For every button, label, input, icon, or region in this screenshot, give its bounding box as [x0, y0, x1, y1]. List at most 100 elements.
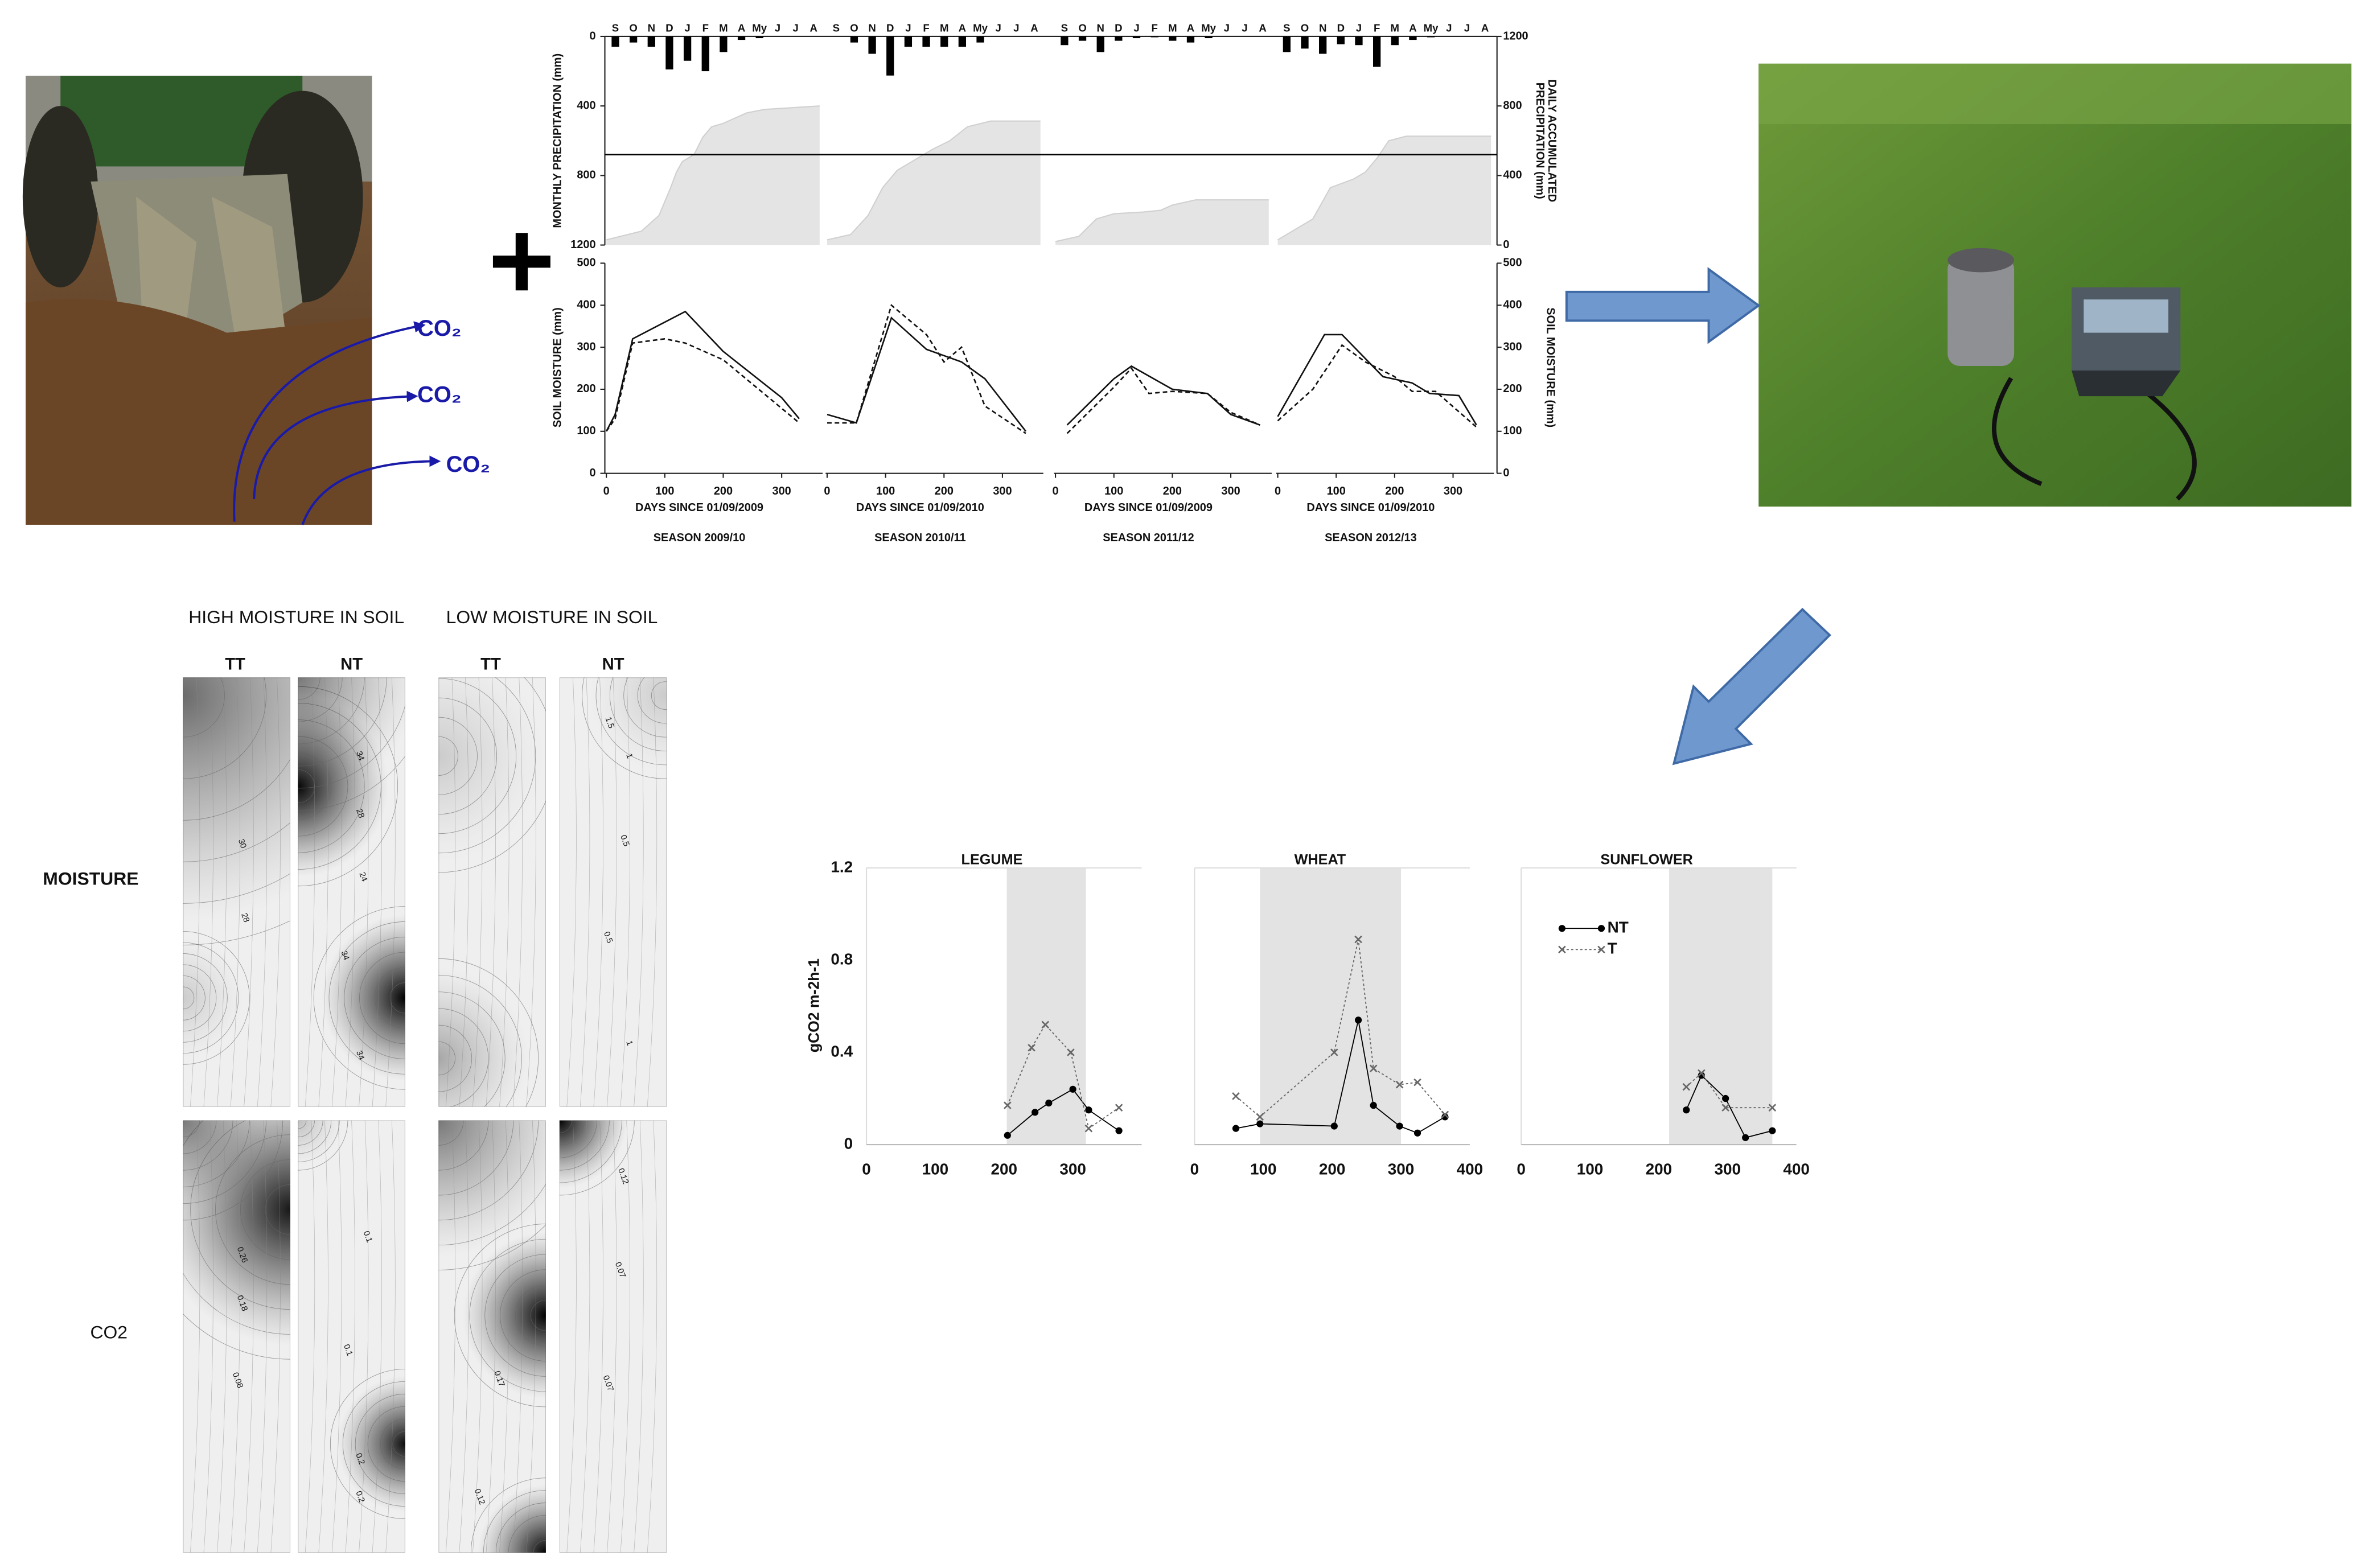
contour-line — [526, 677, 536, 1107]
contour-line — [580, 1120, 590, 1553]
legend-marker — [1558, 925, 1566, 932]
month-label: N — [868, 22, 876, 34]
contour-line — [257, 677, 268, 1107]
precip-bar — [976, 36, 984, 43]
month-label: O — [850, 22, 858, 34]
contour-line — [298, 703, 381, 870]
month-label: M — [1168, 22, 1177, 34]
map-column-label: TT — [480, 656, 501, 674]
x-tick-label: 300 — [1715, 1160, 1741, 1178]
season-span — [1006, 867, 1086, 1145]
month-label: A — [738, 22, 745, 34]
flux-point — [1370, 1102, 1377, 1109]
y2-tick-label: 800 — [1503, 99, 1522, 112]
contour-line — [359, 1120, 369, 1553]
x-tick-label: 200 — [714, 485, 733, 497]
month-label: D — [1337, 22, 1345, 34]
legend-marker — [1597, 925, 1605, 932]
precip-bar — [737, 36, 746, 40]
flux-charts: LEGUME 0 100 200 300 0 0.4 0.8 1.2 gCO2 m-2h-1 WHE… — [806, 851, 1810, 1178]
contour-line — [359, 952, 405, 1044]
flux-point — [1742, 1134, 1749, 1141]
contour-line — [647, 1120, 658, 1553]
contour-label: 0.5 — [602, 931, 614, 945]
y2-tick-label: 0 — [1503, 238, 1509, 251]
x-tick-label: 400 — [1457, 1160, 1484, 1178]
contour-label: 0.5 — [618, 834, 631, 848]
flux-point — [1041, 1020, 1050, 1029]
contour-label: 0.1 — [342, 1343, 354, 1357]
map-header: HIGH MOISTURE IN SOIL — [188, 607, 404, 627]
x-tick-label: 0 — [862, 1160, 871, 1178]
flux-point — [1413, 1129, 1421, 1137]
precip-bar — [647, 36, 655, 47]
contour-line — [230, 677, 240, 1107]
contour-line — [392, 1431, 405, 1457]
month-label: N — [648, 22, 655, 34]
x-axis-label: DAYS SINCE 01/09/2009 — [1084, 501, 1213, 514]
x-tick-label: 200 — [1319, 1160, 1346, 1178]
contour-line — [634, 1120, 644, 1553]
contour-line — [190, 677, 200, 1107]
month-label: A — [1481, 22, 1489, 34]
contour-panel — [183, 1120, 290, 1553]
y-tick-label: 100 — [577, 425, 595, 437]
x-tick-label: 300 — [1059, 1160, 1086, 1178]
month-label: A — [1409, 22, 1416, 34]
contour-line — [240, 1159, 290, 1260]
contour-line — [385, 1120, 396, 1553]
y2-tick-label: 300 — [1503, 340, 1522, 353]
precip-bar — [1319, 36, 1327, 54]
season-label: SEASON 2011/12 — [1103, 532, 1194, 544]
contour-line — [438, 1008, 489, 1107]
accum-line — [827, 120, 1041, 241]
month-label: My — [973, 22, 988, 34]
month-label: J — [1013, 22, 1019, 34]
contour-line — [500, 1269, 546, 1361]
x-tick-label: 100 — [1250, 1160, 1277, 1178]
flux-point — [1232, 1125, 1240, 1132]
y2-tick-label: 400 — [1503, 299, 1522, 311]
flux-point — [1395, 1080, 1404, 1089]
contour-panel — [559, 677, 667, 1107]
contour-line — [217, 677, 227, 1107]
month-label: S — [612, 22, 619, 34]
y2-axis-label: SOIL MOISTURE (mm) — [1544, 307, 1556, 427]
y-tick-label: 400 — [577, 99, 595, 112]
contour-line — [183, 964, 217, 1032]
x-tick-label: 100 — [655, 485, 674, 497]
contour-label: 34 — [354, 1050, 366, 1061]
contour-line — [438, 958, 539, 1107]
contour-shade — [183, 937, 244, 1059]
co2-label: CO₂ — [446, 452, 490, 477]
contour-line — [345, 677, 355, 1107]
month-label: M — [940, 22, 948, 34]
precip-bar — [1078, 36, 1087, 41]
co2-label: CO₂ — [417, 316, 461, 341]
contour-panel — [298, 1120, 405, 1553]
contour-line — [305, 1120, 315, 1553]
contour-line — [332, 1120, 342, 1553]
flux-point — [1069, 1085, 1076, 1093]
contour-label: 24 — [357, 871, 369, 883]
month-label: A — [1030, 22, 1038, 34]
contour-label: 34 — [339, 950, 351, 962]
contour-line — [593, 1120, 603, 1553]
contour-line — [244, 1120, 254, 1553]
x-tick-label: 300 — [993, 485, 1012, 497]
precip-bar — [683, 36, 692, 61]
contour-line — [486, 1120, 496, 1553]
flux-point — [1067, 1048, 1075, 1056]
month-label: D — [886, 22, 894, 34]
contour-line — [183, 986, 195, 1010]
flux-point — [1085, 1106, 1092, 1114]
flux-line — [1006, 1023, 1120, 1130]
y2-axis-label: DAILY ACCUMULATED — [1546, 79, 1558, 202]
flux-point — [1768, 1104, 1777, 1112]
contour-line — [512, 677, 523, 1107]
flux-point — [1441, 1113, 1449, 1121]
y-tick-label: 0 — [844, 1134, 853, 1152]
contour-label: 0.2 — [354, 1452, 366, 1466]
month-label: S — [1061, 22, 1068, 34]
